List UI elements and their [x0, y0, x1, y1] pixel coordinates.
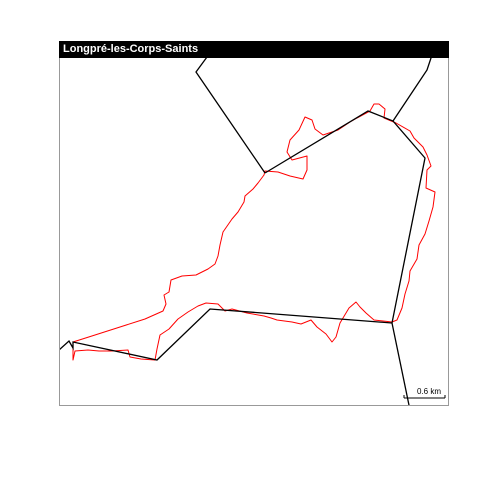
road-line-west	[60, 308, 393, 361]
road-line-north-east	[392, 51, 434, 122]
commune-boundary	[72, 103, 436, 361]
scale-bar-label: 0.6 km	[416, 387, 441, 396]
map-frame	[59, 41, 449, 406]
road-line-north-west	[195, 56, 266, 174]
map-title: Longpré-les-Corps-Saints	[59, 41, 449, 58]
road-line-south	[391, 322, 410, 405]
